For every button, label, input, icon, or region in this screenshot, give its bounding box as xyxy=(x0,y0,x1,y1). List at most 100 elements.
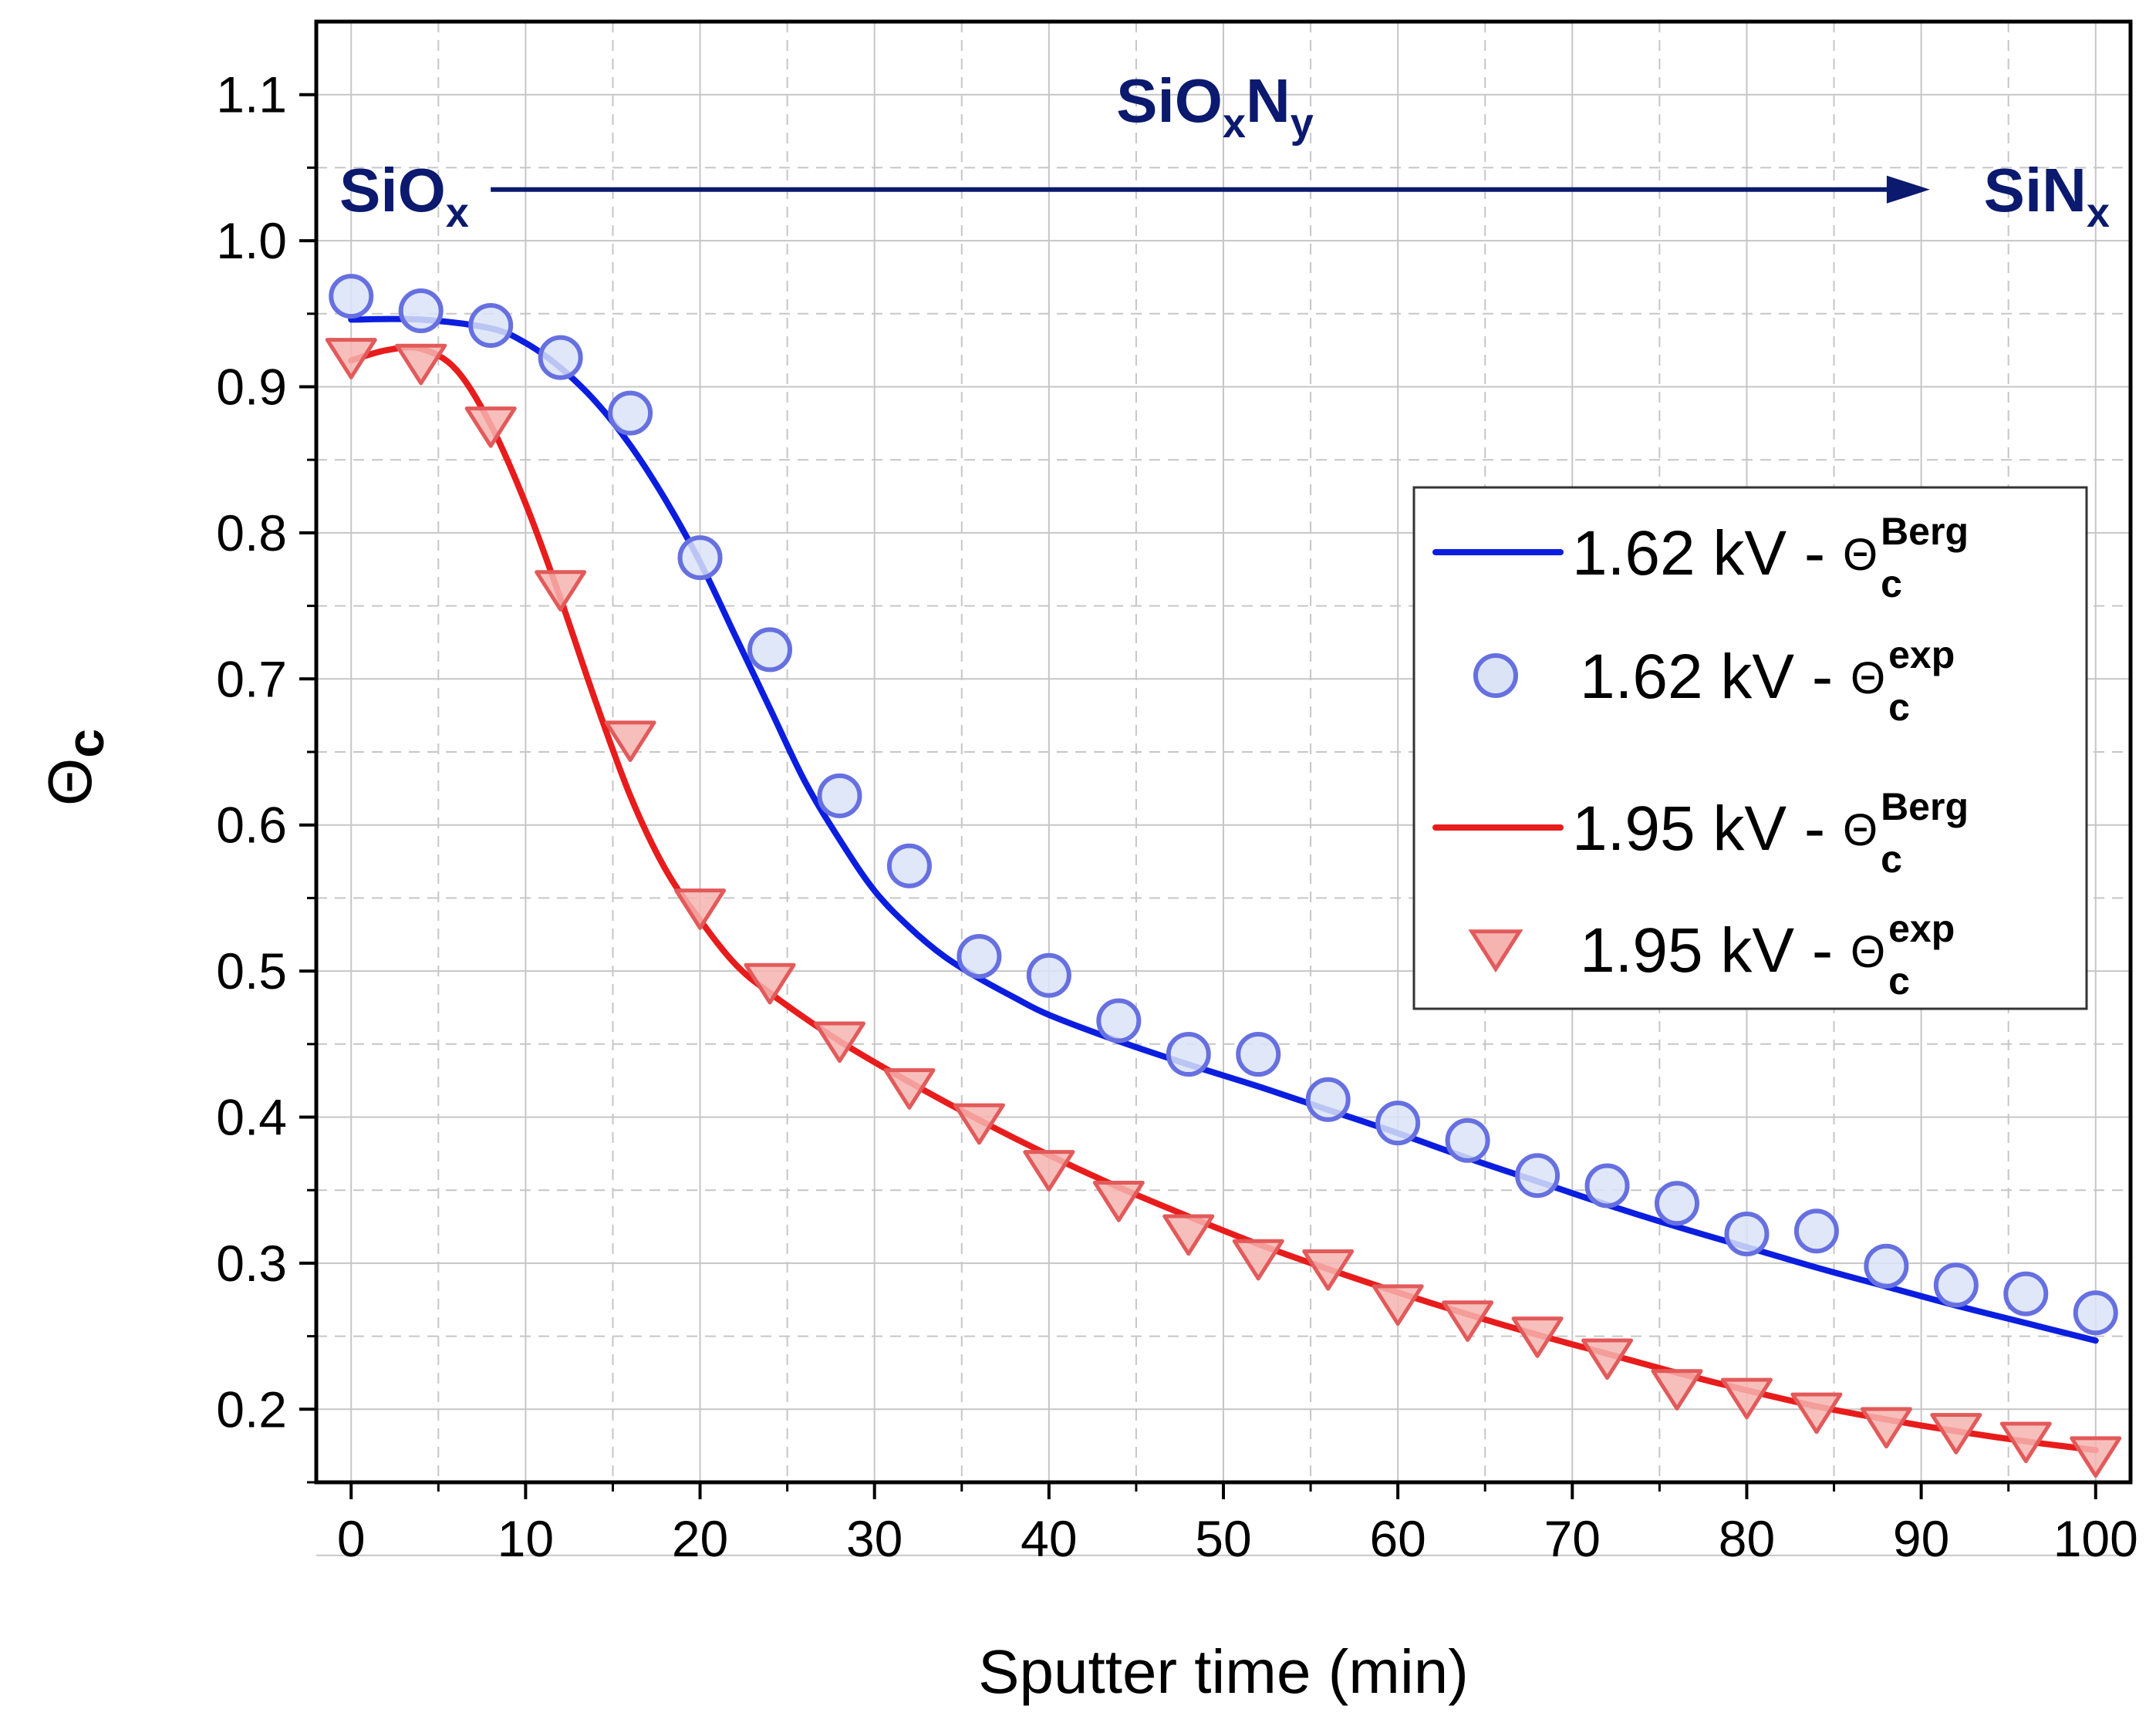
legend-subscript: c xyxy=(1888,959,1910,1003)
data-point-1-62kv-exp xyxy=(1305,1077,1351,1122)
data-point-1-95kv-exp xyxy=(1232,1239,1284,1281)
legend-superscript: exp xyxy=(1888,633,1955,676)
x-tick-label: 10 xyxy=(498,1510,554,1567)
data-point-1-62kv-exp xyxy=(677,535,723,581)
data-point-1-62kv-exp xyxy=(329,274,374,319)
data-point-1-62kv-exp xyxy=(1236,1032,1281,1077)
data-point-1-62kv-exp xyxy=(2073,1290,2118,1336)
data-point-1-62kv-exp xyxy=(1724,1212,1770,1257)
data-point-1-95kv-exp xyxy=(2070,1436,2122,1478)
data-point-1-95kv-exp xyxy=(1302,1249,1355,1291)
data-point-1-62kv-exp xyxy=(1933,1262,1979,1308)
x-tick-label: 80 xyxy=(1719,1510,1775,1567)
x-tick-label: 50 xyxy=(1195,1510,1251,1567)
y-tick-label: 0.7 xyxy=(216,650,287,707)
x-tick-label: 40 xyxy=(1021,1510,1077,1567)
data-point-1-95kv-exp xyxy=(1790,1392,1843,1434)
y-tick-label: 1.1 xyxy=(216,66,287,123)
legend-triangle-marker xyxy=(1468,929,1523,973)
x-tick-label: 30 xyxy=(846,1510,903,1567)
data-point-1-95kv-exp xyxy=(1162,1214,1215,1256)
legend-label: 1.62 kV - Θ xyxy=(1572,518,1878,588)
data-point-1-62kv-exp xyxy=(1166,1032,1211,1077)
legend-subscript: c xyxy=(1881,562,1902,605)
data-point-1-95kv-exp xyxy=(1930,1413,1982,1455)
x-tick-label: 100 xyxy=(2053,1510,2138,1567)
data-point-1-95kv-exp xyxy=(604,720,656,763)
legend-label: 1.62 kV - Θ xyxy=(1580,642,1885,712)
data-point-1-95kv-exp xyxy=(1442,1300,1494,1342)
legend-entry: 1.95 kV - Θ Berg c xyxy=(1432,785,1969,881)
data-point-1-95kv-exp xyxy=(1511,1316,1564,1358)
data-point-1-95kv-exp xyxy=(813,1021,865,1064)
y-axis-title: Θc xyxy=(35,729,115,806)
x-tick-label: 0 xyxy=(337,1510,366,1567)
data-point-1-62kv-exp xyxy=(886,843,932,888)
data-point-1-62kv-exp xyxy=(747,627,792,673)
legend-box xyxy=(1412,486,2088,1010)
legend-superscript: exp xyxy=(1888,907,1955,950)
data-point-1-62kv-exp xyxy=(957,934,1002,979)
data-point-1-62kv-exp xyxy=(608,390,653,436)
data-point-1-62kv-exp xyxy=(398,288,444,334)
legend-entry: 1.62 kV - Θ Berg c xyxy=(1432,510,1969,605)
data-point-1-62kv-exp xyxy=(817,773,862,818)
data-point-1-62kv-exp xyxy=(1026,952,1071,998)
x-tick-label: 90 xyxy=(1893,1510,1949,1567)
data-point-1-62kv-exp xyxy=(1793,1209,1839,1254)
grid xyxy=(316,22,2131,1556)
data-point-1-62kv-exp xyxy=(1864,1243,1909,1289)
data-point-1-95kv-exp xyxy=(535,570,587,612)
x-tick-label: 70 xyxy=(1544,1510,1601,1567)
arrow-head xyxy=(1886,175,1930,204)
x-tick-label: 60 xyxy=(1369,1510,1426,1567)
data-point-1-95kv-exp xyxy=(1092,1180,1145,1222)
data-point-1-95kv-exp xyxy=(674,888,727,930)
data-point-1-62kv-exp xyxy=(1515,1153,1560,1198)
x-axis-title: Sputter time (min) xyxy=(978,1637,1469,1706)
y-tick-label: 1.0 xyxy=(216,212,287,269)
data-point-1-95kv-exp xyxy=(395,343,447,386)
data-point-1-62kv-exp xyxy=(468,302,514,348)
axes: 0 10 20 30 40 50 60 70 80 90 100 0.2 0.3 0.4 0.5 0.6 0.7… xyxy=(216,19,2138,1567)
phase-annotation: SiOx SiOxNy SiNx xyxy=(339,66,2110,236)
legend-subscript: c xyxy=(1888,686,1910,729)
y-tick-label: 0.3 xyxy=(216,1235,287,1292)
y-tick-label: 0.8 xyxy=(216,504,287,561)
data-point-1-62kv-exp xyxy=(1375,1101,1421,1146)
data-point-1-95kv-exp xyxy=(464,406,517,448)
data-point-1-95kv-exp xyxy=(1651,1369,1703,1411)
data-point-1-95kv-exp xyxy=(953,1103,1005,1145)
y-tick-label: 0.4 xyxy=(216,1089,287,1146)
data-point-1-62kv-exp xyxy=(538,335,583,380)
markers xyxy=(325,274,2122,1478)
legend-label: 1.95 kV - Θ xyxy=(1580,915,1885,986)
legend-superscript: Berg xyxy=(1881,510,1969,553)
data-point-1-95kv-exp xyxy=(1999,1421,2052,1464)
data-point-1-95kv-exp xyxy=(1581,1338,1634,1380)
data-point-1-95kv-exp xyxy=(1372,1284,1424,1327)
data-point-1-62kv-exp xyxy=(2003,1271,2049,1316)
label-sinx-end: SiNx xyxy=(1984,156,2110,236)
data-point-1-62kv-exp xyxy=(1445,1118,1490,1163)
data-point-1-62kv-exp xyxy=(1584,1163,1630,1209)
data-point-1-95kv-exp xyxy=(883,1068,936,1110)
data-point-1-95kv-exp xyxy=(1023,1150,1075,1192)
y-tick-label: 0.2 xyxy=(216,1380,287,1438)
y-tick-label: 0.5 xyxy=(216,942,287,1000)
y-tick-label: 0.6 xyxy=(216,797,287,854)
data-point-1-62kv-exp xyxy=(1655,1181,1699,1226)
legend-circle-marker xyxy=(1473,653,1518,698)
data-point-1-95kv-exp xyxy=(325,338,377,379)
x-tick-label: 20 xyxy=(672,1510,728,1567)
label-siox-start: SiOx xyxy=(339,156,469,236)
data-point-1-95kv-exp xyxy=(1720,1377,1773,1420)
y-tick-label: 0.9 xyxy=(216,359,287,416)
legend-label: 1.95 kV - Θ xyxy=(1572,794,1878,864)
label-sioxny-middle: SiOxNy xyxy=(1116,66,1314,147)
data-point-1-62kv-exp xyxy=(1096,998,1142,1043)
